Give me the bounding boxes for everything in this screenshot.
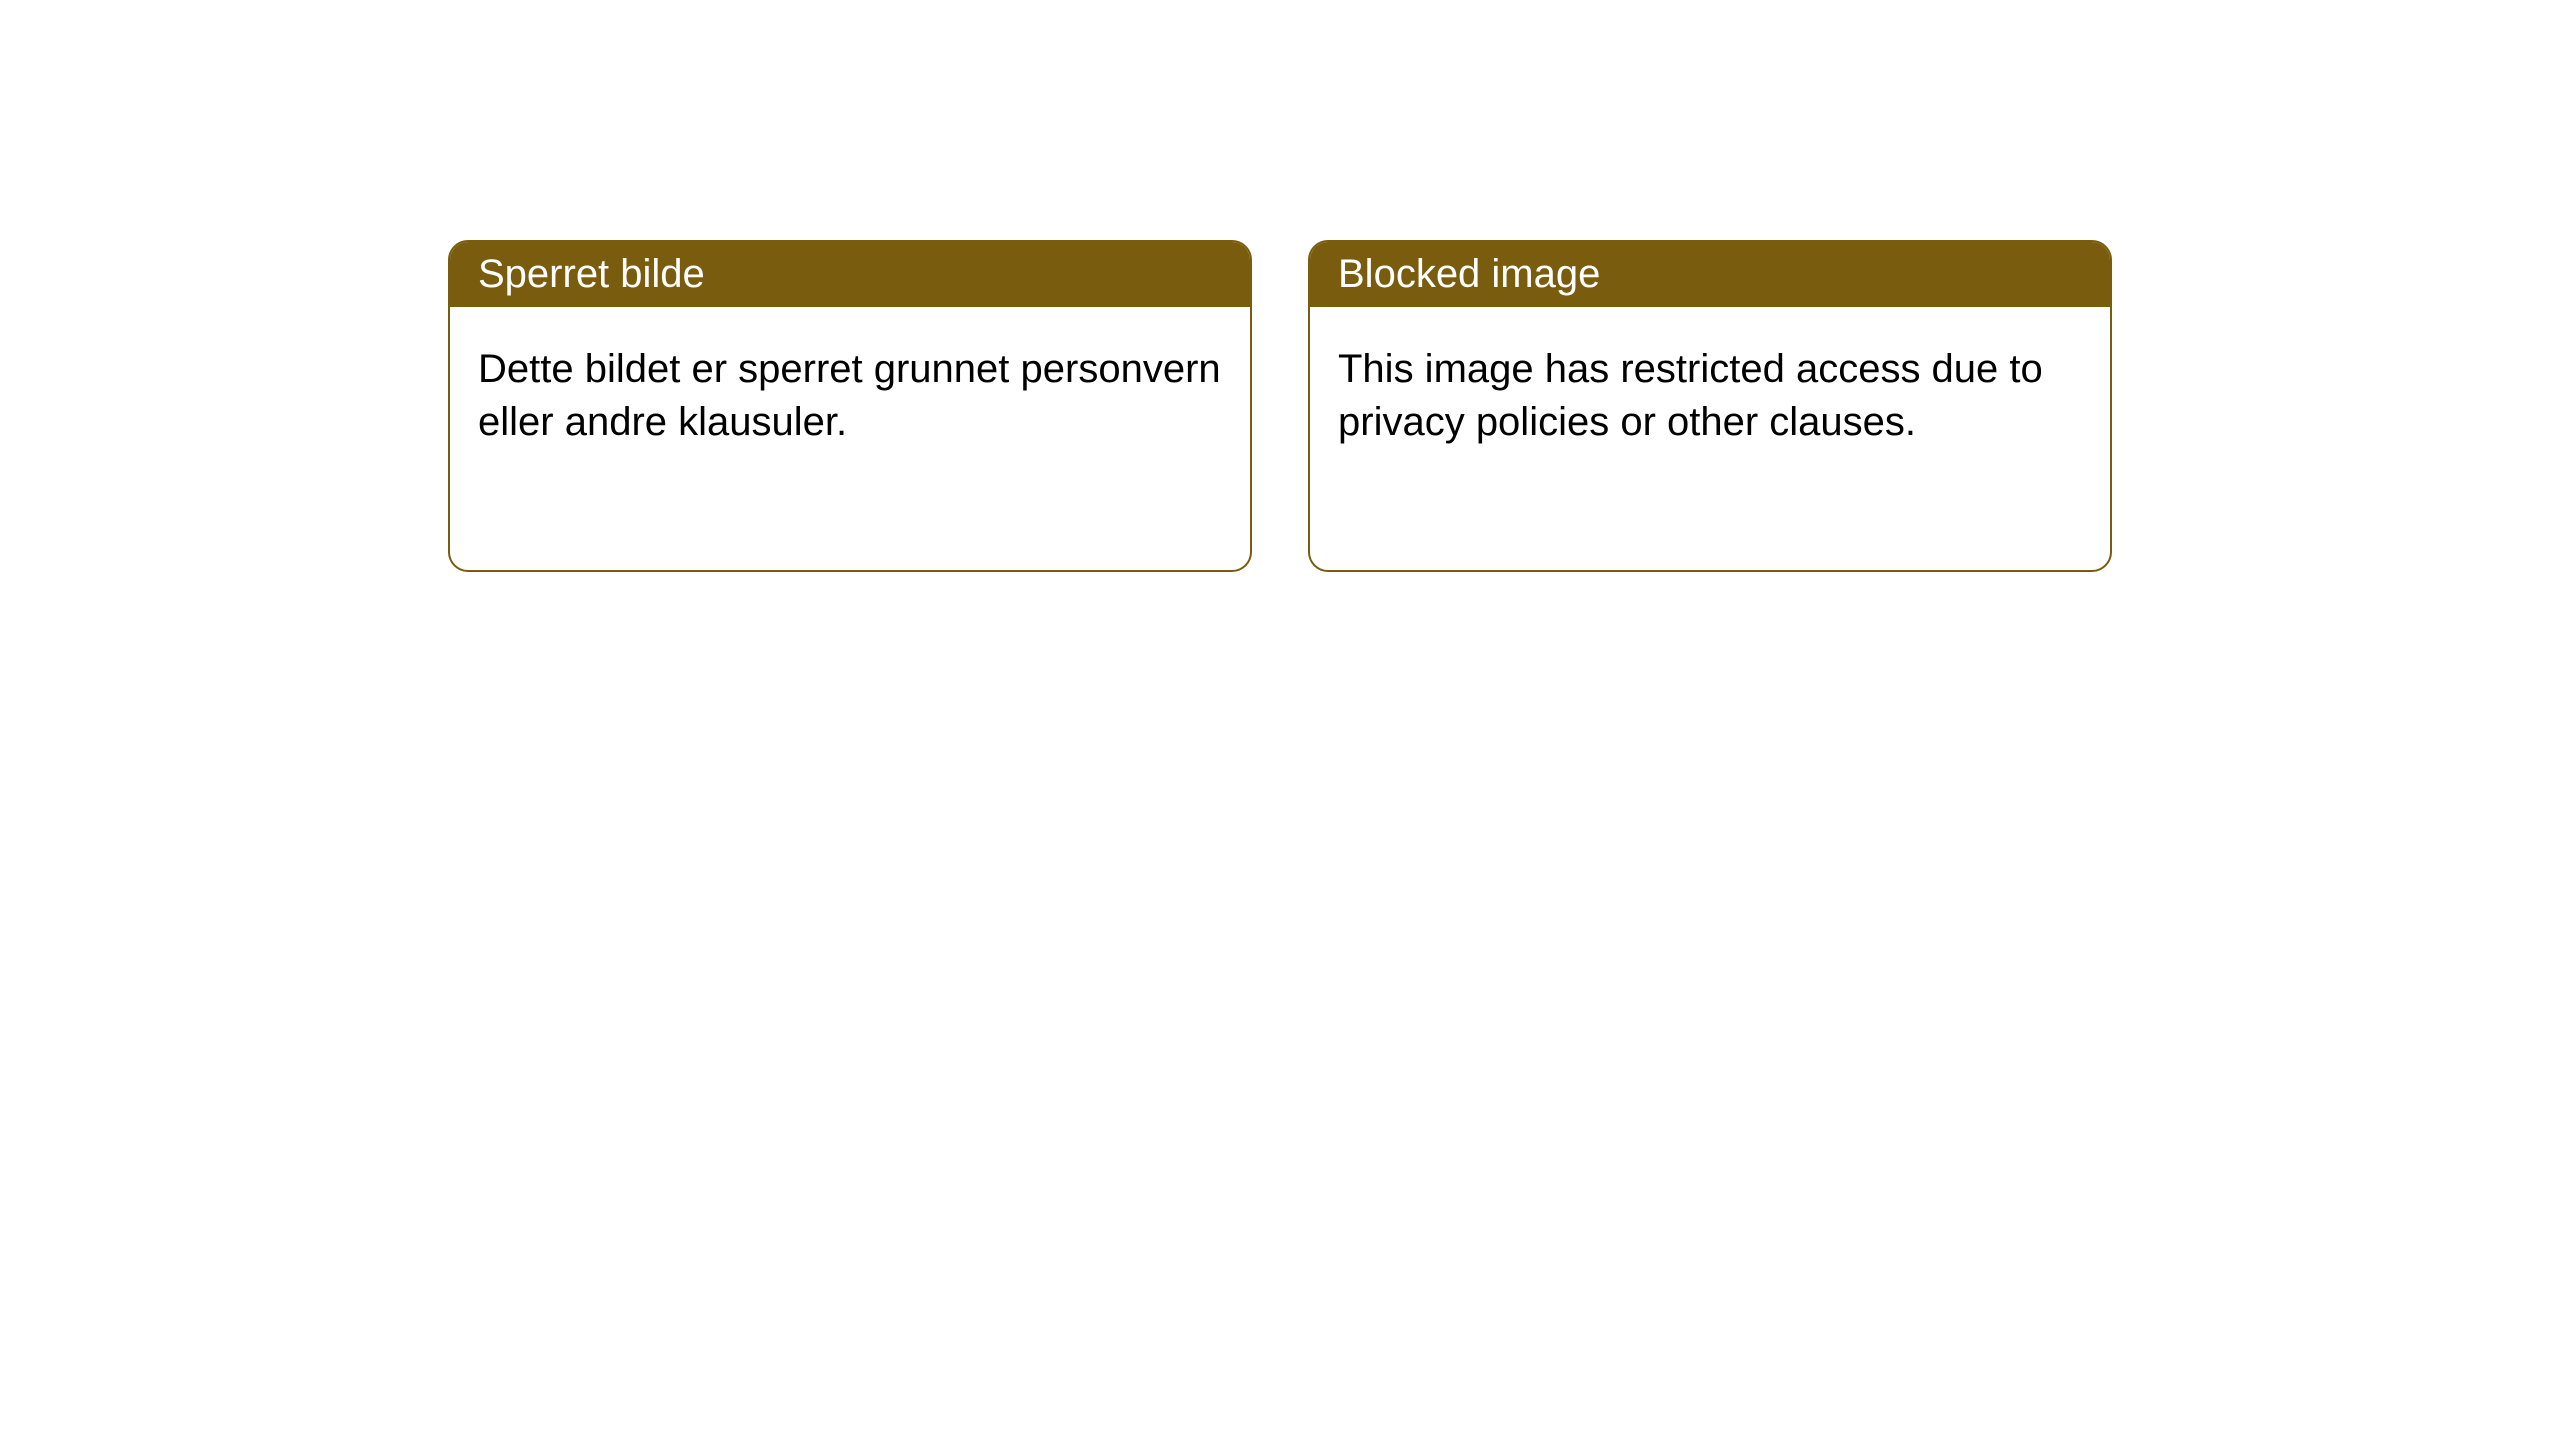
- card-header-english: Blocked image: [1310, 242, 2110, 307]
- card-title-norwegian: Sperret bilde: [478, 252, 705, 296]
- card-body-text-english: This image has restricted access due to …: [1338, 347, 2043, 444]
- card-norwegian: Sperret bilde Dette bildet er sperret gr…: [448, 240, 1252, 572]
- card-body-english: This image has restricted access due to …: [1310, 307, 2110, 485]
- card-header-norwegian: Sperret bilde: [450, 242, 1250, 307]
- card-body-text-norwegian: Dette bildet er sperret grunnet personve…: [478, 347, 1221, 444]
- card-english: Blocked image This image has restricted …: [1308, 240, 2112, 572]
- cards-container: Sperret bilde Dette bildet er sperret gr…: [0, 0, 2560, 572]
- card-body-norwegian: Dette bildet er sperret grunnet personve…: [450, 307, 1250, 485]
- card-title-english: Blocked image: [1338, 252, 1600, 296]
